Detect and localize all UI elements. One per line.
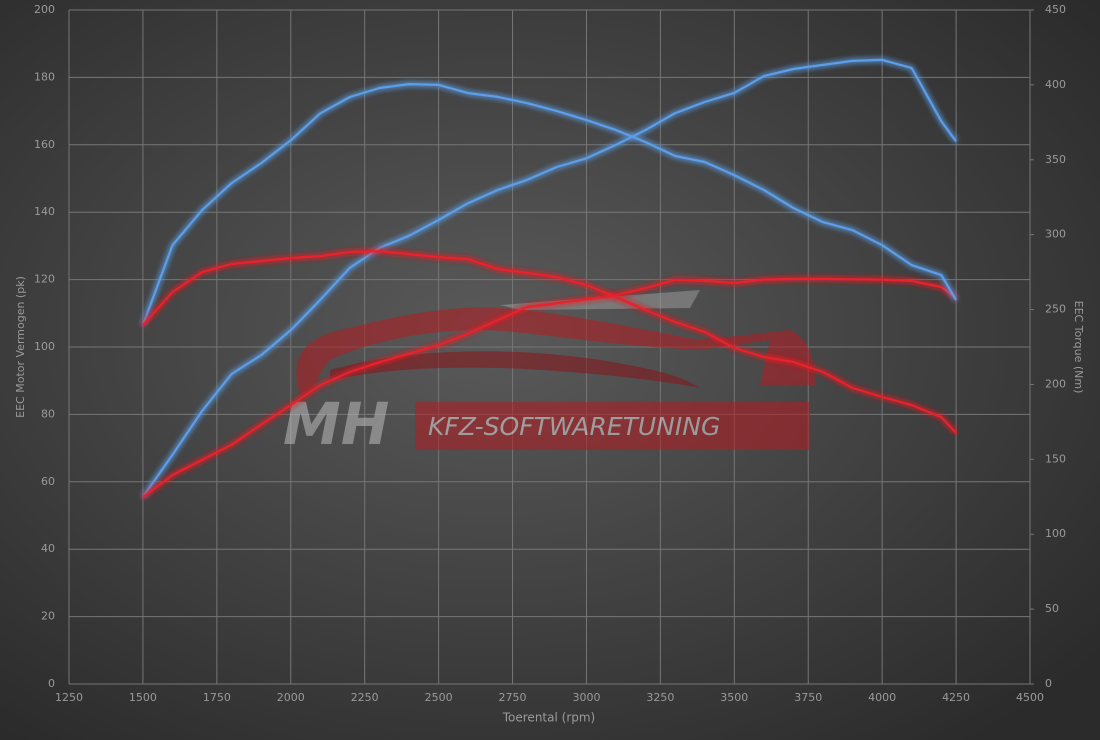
watermark: MH KFZ-SOFTWARETUNING	[283, 290, 815, 458]
y2-tick-label: 100	[1045, 527, 1066, 540]
y2-tick-label: 250	[1045, 303, 1066, 316]
x-axis-label: Toerental (rpm)	[502, 711, 595, 725]
lines	[141, 58, 958, 498]
x-tick-label: 1500	[129, 691, 157, 704]
series-line	[142, 250, 957, 434]
x-tick-label: 2000	[277, 691, 305, 704]
x-tick-label: 3000	[572, 691, 600, 704]
y-tick-label: 120	[34, 273, 55, 286]
watermark-band	[415, 402, 810, 450]
watermark-text: KFZ-SOFTWARETUNING	[428, 412, 720, 441]
x-tick-label: 2250	[351, 691, 379, 704]
x-tick-label: 1250	[55, 691, 83, 704]
watermark-logo: MH	[283, 390, 389, 458]
x-tick-label: 3250	[646, 691, 674, 704]
car-stripe	[330, 351, 700, 388]
x-tick-label: 3500	[720, 691, 748, 704]
x-tick-label: 4500	[1016, 691, 1044, 704]
y2-tick-label: 450	[1045, 3, 1066, 16]
y-tick-label: 100	[34, 340, 55, 353]
y-tick-label: 60	[41, 475, 55, 488]
x-tick-label: 3750	[794, 691, 822, 704]
y-tick-label: 160	[34, 138, 55, 151]
x-tick-label: 4000	[868, 691, 896, 704]
y-tick-label: 180	[34, 70, 55, 83]
series-line	[142, 277, 957, 498]
car-logo	[296, 307, 815, 395]
y-axis-label: EEC Motor Vermogen (pk)	[14, 276, 27, 418]
y2-tick-label: 0	[1045, 677, 1052, 690]
x-tick-label: 4250	[942, 691, 970, 704]
y2-tick-label: 300	[1045, 228, 1066, 241]
series-line	[141, 83, 958, 326]
y2-tick-label: 350	[1045, 153, 1066, 166]
y-tick-label: 0	[48, 677, 55, 690]
y2-tick-label: 200	[1045, 377, 1066, 390]
y-tick-label: 140	[34, 205, 55, 218]
x-tick-label: 2500	[425, 691, 453, 704]
y-tick-label: 80	[41, 407, 55, 420]
x-tick-label: 2750	[499, 691, 527, 704]
series-line	[141, 58, 957, 498]
x-tick-label: 1750	[203, 691, 231, 704]
y2-axis-label: EEC Torque (Nm)	[1072, 301, 1085, 394]
y-tick-label: 200	[34, 3, 55, 16]
y2-tick-label: 150	[1045, 452, 1066, 465]
y-tick-label: 40	[41, 542, 55, 555]
y2-tick-label: 50	[1045, 602, 1059, 615]
y2-tick-label: 400	[1045, 78, 1066, 91]
y-tick-label: 20	[41, 610, 55, 623]
